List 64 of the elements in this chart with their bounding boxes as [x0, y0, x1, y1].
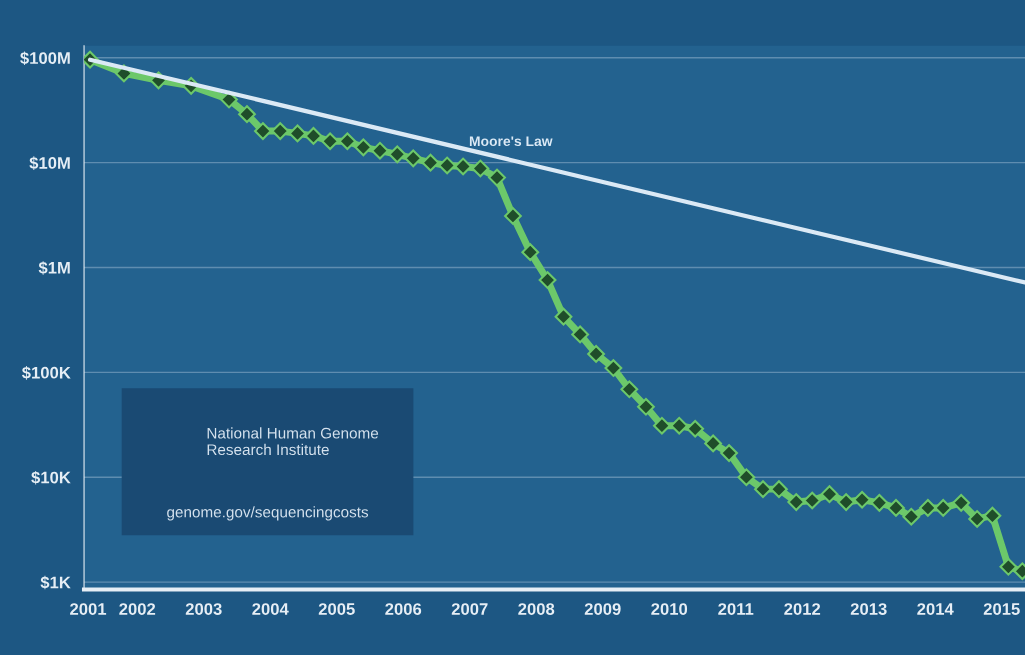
point: [604, 359, 623, 377]
point: [288, 124, 307, 143]
x-tick-label: 2007: [451, 603, 488, 615]
y-tick-label: $1M: [38, 261, 70, 275]
point: [404, 149, 423, 168]
point: [902, 507, 921, 526]
point: [587, 345, 605, 363]
point: [238, 105, 256, 124]
annotation: genome.gov/sequencingcosts: [167, 506, 369, 521]
point: [254, 122, 272, 140]
point: [371, 141, 389, 160]
y-tick-label: $1K: [40, 575, 71, 590]
x-tick-label: 2012: [784, 603, 821, 615]
point: [720, 444, 738, 462]
x-tick-label: 2014: [917, 603, 954, 615]
point: [354, 138, 373, 157]
point: [304, 126, 323, 145]
point: [504, 207, 522, 225]
point: [887, 499, 905, 517]
point: [538, 271, 557, 289]
point: [770, 480, 788, 499]
x-tick-label: 2013: [850, 603, 887, 615]
x-tick-label: 2005: [318, 603, 355, 615]
point: [271, 122, 290, 140]
y-tick-label: $100K: [21, 366, 71, 380]
series-label: Moore's Law: [469, 136, 553, 147]
point: [952, 493, 971, 512]
point: [521, 243, 540, 262]
y-tick-label: $100M: [20, 51, 70, 66]
point: [820, 485, 839, 504]
point: [554, 307, 573, 326]
point: [983, 506, 1002, 525]
x-tick-label: 2011: [718, 603, 754, 615]
point: [488, 168, 506, 187]
point: [388, 145, 407, 164]
point: [471, 159, 490, 178]
point: [571, 325, 590, 344]
x-tick-label: 2010: [651, 603, 688, 615]
x-tick-label: 2008: [518, 603, 555, 615]
point: [870, 493, 889, 512]
x-tick-label: 2009: [584, 603, 621, 615]
point: [637, 397, 655, 416]
point: [803, 491, 822, 510]
point: [321, 132, 339, 151]
y-tick-label: $10K: [31, 470, 71, 485]
x-tick-label: 2002: [119, 603, 156, 615]
x-tick-label: 2006: [385, 603, 422, 615]
x-tick-label: 2003: [185, 603, 222, 615]
point: [653, 416, 671, 435]
x-tick-label: 2004: [252, 603, 289, 615]
x-tick-label: 2015: [983, 603, 1020, 615]
annotation: National Human Genome Research Institute: [207, 427, 379, 456]
y-tick-label: $10M: [29, 156, 70, 170]
point: [999, 557, 1018, 576]
point: [620, 380, 639, 399]
point: [454, 157, 472, 176]
point: [737, 468, 756, 487]
point: [686, 419, 705, 438]
x-tick-label: 2001: [70, 603, 107, 615]
point: [704, 434, 723, 453]
point: [754, 480, 772, 499]
point: [968, 510, 987, 528]
point: [853, 490, 871, 509]
point: [421, 153, 440, 172]
